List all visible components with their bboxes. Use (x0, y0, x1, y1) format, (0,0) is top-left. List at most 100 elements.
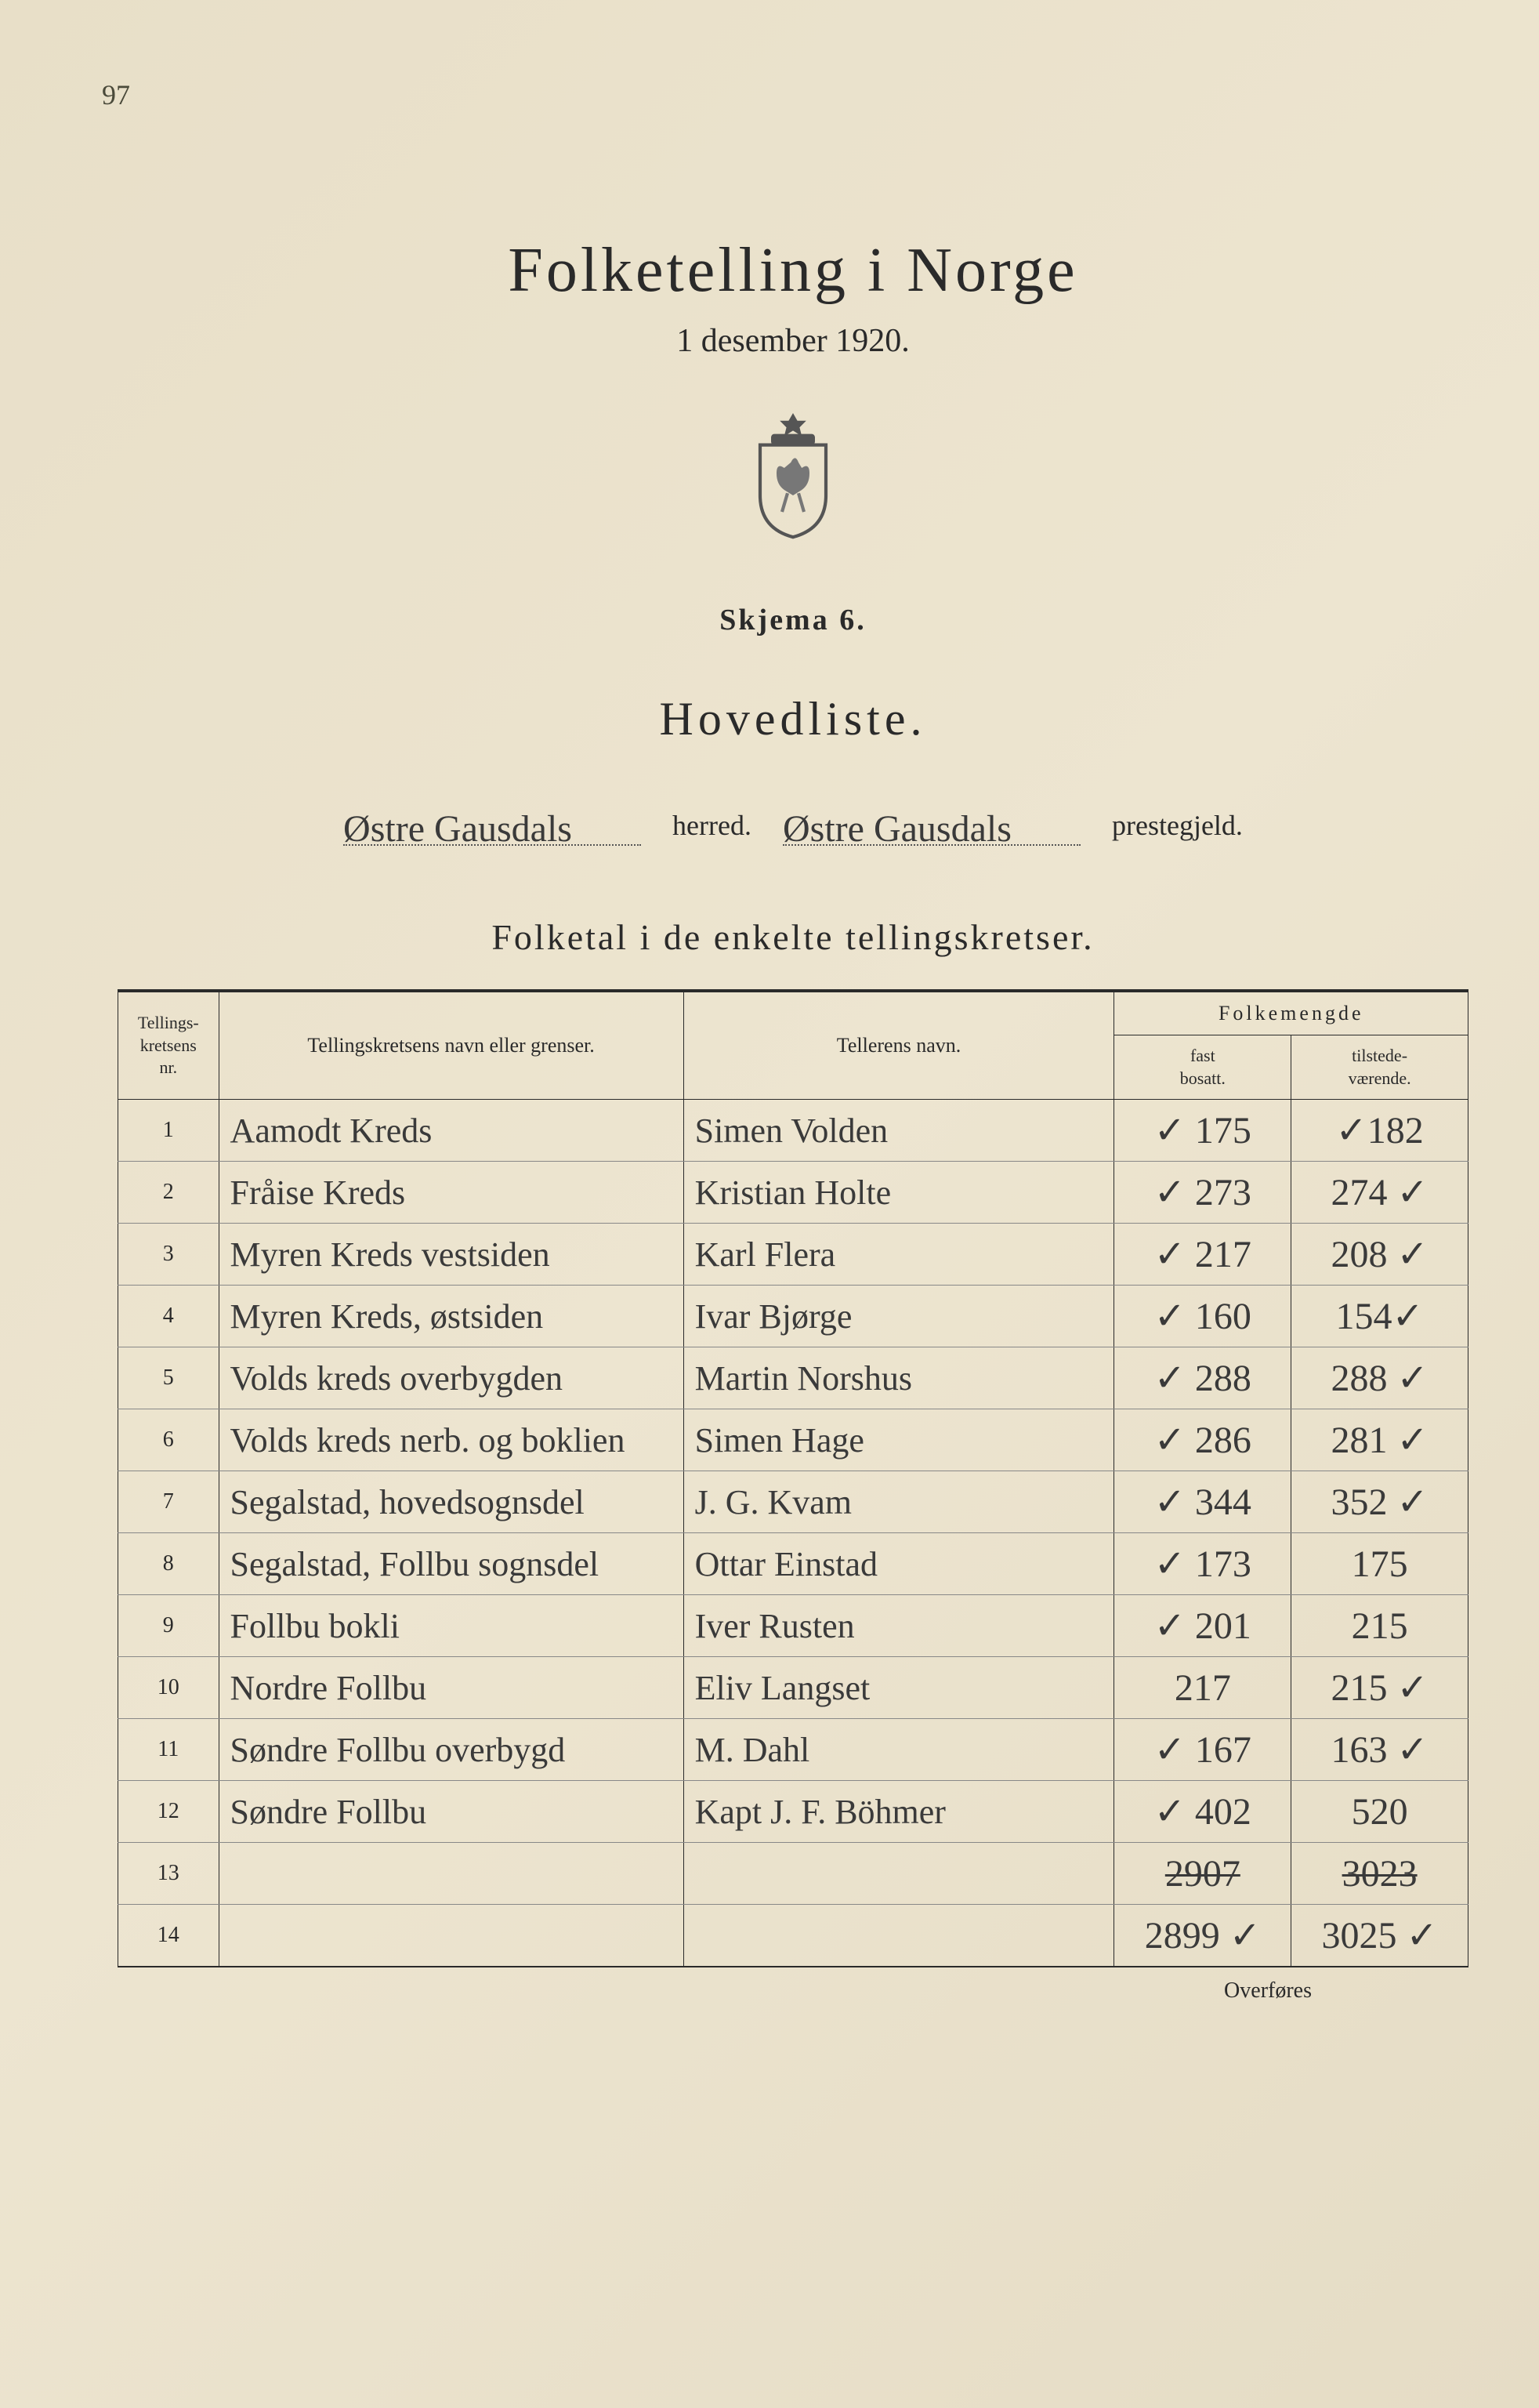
col-fast-header: fast bosatt. (1114, 1035, 1291, 1100)
teller-name: Simen Volden (683, 1100, 1114, 1162)
krets-name: Follbu bokli (219, 1595, 683, 1657)
krets-name: Søndre Follbu (219, 1781, 683, 1843)
fast-bosatt-value: ✓ 217 (1114, 1224, 1291, 1286)
form-number: Skjema 6. (118, 603, 1468, 637)
date-subtitle: 1 desember 1920. (118, 322, 1468, 360)
col-teller-header: Tellerens navn. (683, 991, 1114, 1100)
fast-bosatt-value: ✓ 160 (1114, 1286, 1291, 1347)
row-number: 8 (118, 1533, 219, 1595)
prestegjeld-value: Østre Gausdals (783, 808, 1012, 850)
fast-bosatt-value: ✓ 201 (1114, 1595, 1291, 1657)
row-number: 4 (118, 1286, 219, 1347)
row-number: 14 (118, 1905, 219, 1967)
herred-label: herred. (672, 809, 751, 842)
teller-name (683, 1843, 1114, 1905)
table-row: 11Søndre Follbu overbygdM. Dahl✓ 167163 … (118, 1719, 1468, 1781)
table-row: 13 29073023 (118, 1843, 1468, 1905)
teller-name: M. Dahl (683, 1719, 1114, 1781)
tilstedevaerende-value: 163 ✓ (1291, 1719, 1468, 1781)
tilstedevaerende-value: 208 ✓ (1291, 1224, 1468, 1286)
col-folkemengde-header: Folkemengde (1114, 991, 1468, 1035)
tilstedevaerende-value: 3023 (1291, 1843, 1468, 1905)
document-page: 97 Folketelling i Norge 1 desember 1920.… (0, 0, 1539, 2408)
row-number: 3 (118, 1224, 219, 1286)
fast-bosatt-value: ✓ 167 (1114, 1719, 1291, 1781)
tilstedevaerende-value: 288 ✓ (1291, 1347, 1468, 1409)
tilstedevaerende-value: ✓182 (1291, 1100, 1468, 1162)
table-row: 3Myren Kreds vestsidenKarl Flera✓ 217208… (118, 1224, 1468, 1286)
krets-name: Nordre Follbu (219, 1657, 683, 1719)
krets-name: Segalstad, hovedsognsdel (219, 1471, 683, 1533)
table-row: 4Myren Kreds, østsidenIvar Bjørge✓ 16015… (118, 1286, 1468, 1347)
overfores-label: Overføres (118, 1967, 1468, 2004)
teller-name: Iver Rusten (683, 1595, 1114, 1657)
krets-name: Fråise Kreds (219, 1162, 683, 1224)
fast-bosatt-value: ✓ 344 (1114, 1471, 1291, 1533)
row-number: 6 (118, 1409, 219, 1471)
row-number: 2 (118, 1162, 219, 1224)
table-row: 6Volds kreds nerb. og boklienSimen Hage✓… (118, 1409, 1468, 1471)
fast-bosatt-value: 2907 (1114, 1843, 1291, 1905)
table-row: 10Nordre FollbuEliv Langset217215 ✓ (118, 1657, 1468, 1719)
row-number: 9 (118, 1595, 219, 1657)
tilstedevaerende-value: 215 (1291, 1595, 1468, 1657)
row-number: 7 (118, 1471, 219, 1533)
teller-name: Eliv Langset (683, 1657, 1114, 1719)
teller-name: J. G. Kvam (683, 1471, 1114, 1533)
teller-name: Karl Flera (683, 1224, 1114, 1286)
krets-name: Myren Kreds vestsiden (219, 1224, 683, 1286)
table-row: 1Aamodt KredsSimen Volden✓ 175✓182 (118, 1100, 1468, 1162)
teller-name: Simen Hage (683, 1409, 1114, 1471)
tilstedevaerende-value: 154✓ (1291, 1286, 1468, 1347)
row-number: 12 (118, 1781, 219, 1843)
herred-value: Østre Gausdals (343, 808, 572, 850)
table-row: 12Søndre FollbuKapt J. F. Böhmer✓ 402520 (118, 1781, 1468, 1843)
fast-bosatt-value: ✓ 273 (1114, 1162, 1291, 1224)
krets-name: Segalstad, Follbu sognsdel (219, 1533, 683, 1595)
prestegjeld-label: prestegjeld. (1112, 809, 1243, 842)
tilstedevaerende-value: 520 (1291, 1781, 1468, 1843)
krets-name: Volds kreds overbygden (219, 1347, 683, 1409)
row-number: 11 (118, 1719, 219, 1781)
table-row: 142899 ✓3025 ✓ (118, 1905, 1468, 1967)
table-section-title: Folketal i de enkelte tellingskretser. (118, 916, 1468, 958)
krets-name: Volds kreds nerb. og boklien (219, 1409, 683, 1471)
tilstedevaerende-value: 215 ✓ (1291, 1657, 1468, 1719)
tilstedevaerende-value: 281 ✓ (1291, 1409, 1468, 1471)
fast-bosatt-value: 2899 ✓ (1114, 1905, 1291, 1967)
row-number: 5 (118, 1347, 219, 1409)
tilstedevaerende-value: 175 (1291, 1533, 1468, 1595)
tilstedevaerende-value: 352 ✓ (1291, 1471, 1468, 1533)
krets-name: Myren Kreds, østsiden (219, 1286, 683, 1347)
fast-bosatt-value: ✓ 402 (1114, 1781, 1291, 1843)
col-tilstede-header: tilstede- værende. (1291, 1035, 1468, 1100)
krets-name (219, 1905, 683, 1967)
fast-bosatt-value: ✓ 173 (1114, 1533, 1291, 1595)
krets-name (219, 1843, 683, 1905)
table-row: 5Volds kreds overbygdenMartin Norshus✓ 2… (118, 1347, 1468, 1409)
col-nr-header: Tellings- kretsens nr. (118, 991, 219, 1100)
fast-bosatt-value: 217 (1114, 1657, 1291, 1719)
fast-bosatt-value: ✓ 286 (1114, 1409, 1291, 1471)
krets-name: Søndre Follbu overbygd (219, 1719, 683, 1781)
row-number: 10 (118, 1657, 219, 1719)
main-title: Folketelling i Norge (118, 235, 1468, 306)
census-table: Tellings- kretsens nr. Tellingskretsens … (118, 989, 1468, 1967)
row-number: 13 (118, 1843, 219, 1905)
teller-name: Ivar Bjørge (683, 1286, 1114, 1347)
teller-name: Kristian Holte (683, 1162, 1114, 1224)
form-title: Hovedliste. (118, 692, 1468, 746)
table-row: 2Fråise KredsKristian Holte✓ 273274 ✓ (118, 1162, 1468, 1224)
krets-name: Aamodt Kreds (219, 1100, 683, 1162)
table-row: 8Segalstad, Follbu sognsdelOttar Einstad… (118, 1533, 1468, 1595)
table-row: 7Segalstad, hovedsognsdelJ. G. Kvam✓ 344… (118, 1471, 1468, 1533)
teller-name: Ottar Einstad (683, 1533, 1114, 1595)
teller-name: Martin Norshus (683, 1347, 1114, 1409)
tilstedevaerende-value: 274 ✓ (1291, 1162, 1468, 1224)
row-number: 1 (118, 1100, 219, 1162)
fast-bosatt-value: ✓ 288 (1114, 1347, 1291, 1409)
page-number: 97 (102, 78, 130, 111)
coat-of-arms-icon (738, 407, 848, 540)
table-row: 9Follbu bokliIver Rusten✓ 201215 (118, 1595, 1468, 1657)
teller-name: Kapt J. F. Böhmer (683, 1781, 1114, 1843)
